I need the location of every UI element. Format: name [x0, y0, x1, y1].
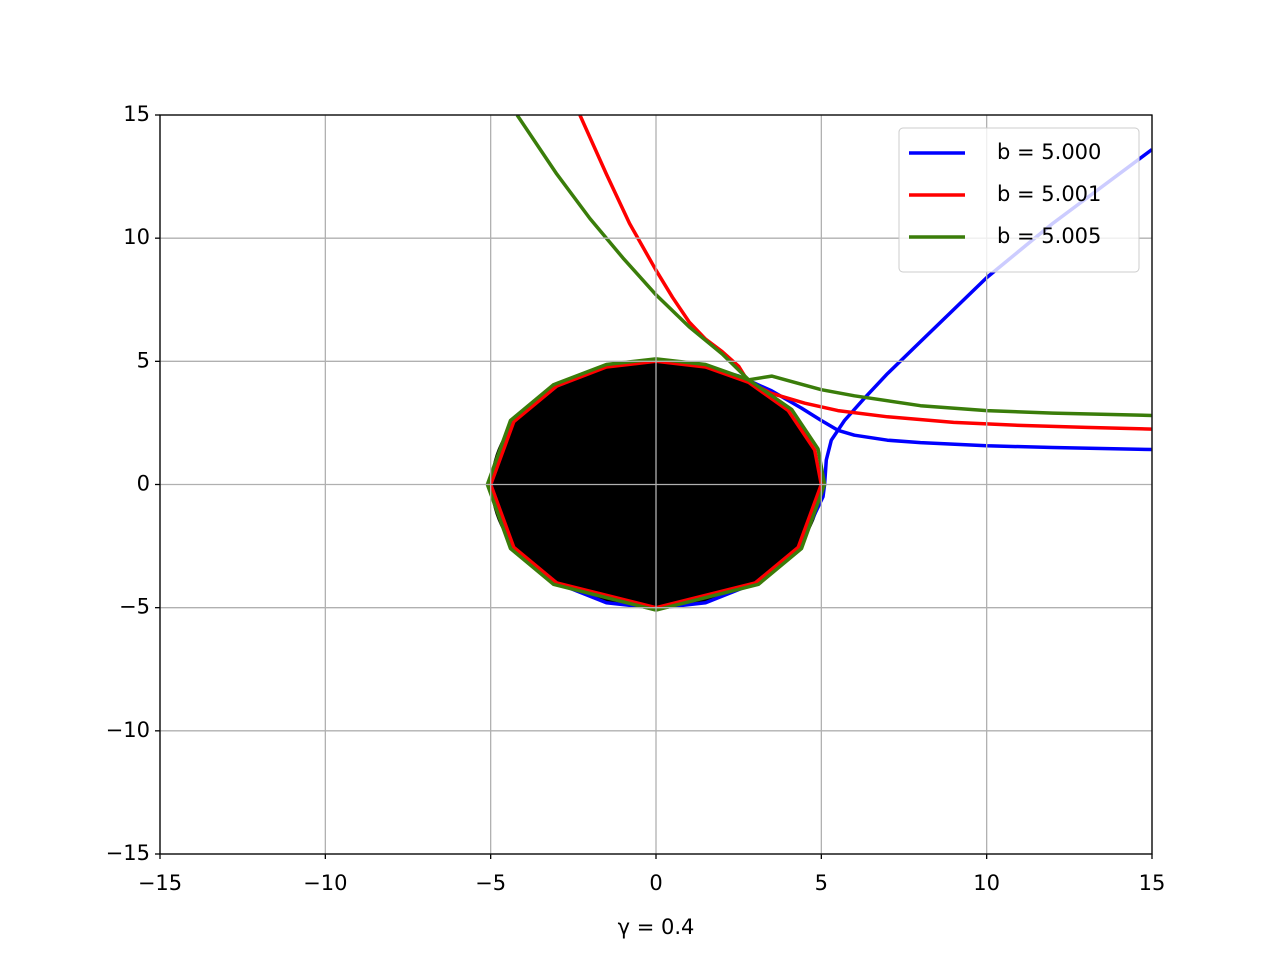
y-tick-label: 0: [137, 472, 150, 496]
y-tick-label: 10: [123, 225, 150, 249]
legend-label: b = 5.000: [997, 140, 1101, 164]
x-tick-label: −10: [303, 871, 347, 895]
x-tick-label: 15: [1139, 871, 1166, 895]
series-line: [488, 115, 1152, 610]
x-tick-label: 5: [815, 871, 828, 895]
legend: b = 5.000 b = 5.001 b = 5.005: [898, 127, 1140, 273]
y-tick-label: −5: [119, 595, 150, 619]
y-tick-label: 15: [123, 102, 150, 126]
x-tick-label: 10: [973, 871, 1000, 895]
x-tick-label: 0: [649, 871, 662, 895]
x-tick-label: −5: [475, 871, 506, 895]
legend-label: b = 5.001: [997, 182, 1101, 206]
series-line: [485, 115, 1152, 612]
legend-label: b = 5.005: [997, 224, 1101, 248]
axes-frame: [159, 114, 1153, 855]
y-tick-label: 5: [137, 348, 150, 372]
x-tick-label: −15: [138, 871, 182, 895]
y-tick-label: −10: [106, 718, 150, 742]
y-tick-label: −15: [106, 841, 150, 865]
x-axis-label: γ = 0.4: [618, 915, 695, 939]
